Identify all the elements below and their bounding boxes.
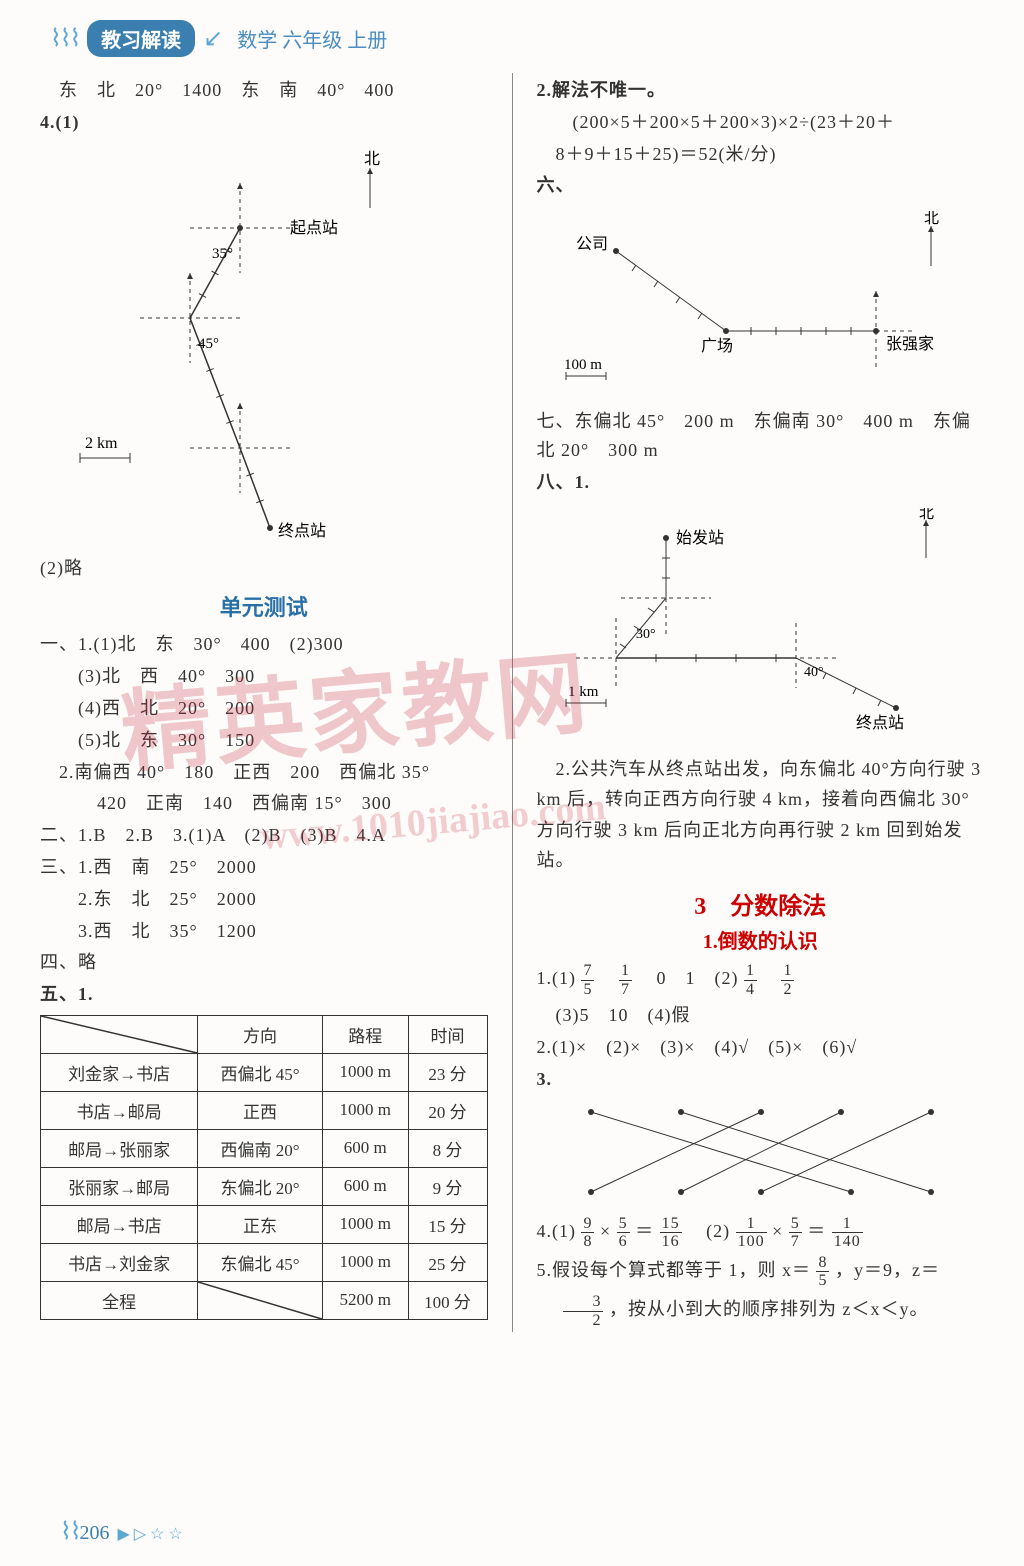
page-header: ⌇⌇⌇ 教习解读 ↙ 数学 六年级 上册: [40, 20, 984, 57]
table-cell: 1000 m: [322, 1205, 408, 1243]
left-column: 东 北 20° 1400 东 南 40° 400 4.(1) 北 起点站 终点站…: [40, 73, 488, 1332]
brand-badge: 教习解读: [87, 20, 195, 57]
route-diagram-8: 北 始发站 30° 40° 终点站 1 km: [536, 508, 956, 738]
table-cell: 23 分: [408, 1053, 487, 1091]
section-title: 1.倒数的认识: [536, 925, 984, 954]
svg-text:30°: 30°: [636, 627, 656, 642]
right-column: 2.解法不唯一。 (200×5＋200×5＋200×3)×2÷(23＋20＋ 8…: [536, 73, 984, 1332]
svg-text:起点站: 起点站: [290, 219, 338, 237]
table-cell: 全程: [41, 1281, 198, 1319]
table-cell: 1000 m: [322, 1091, 408, 1129]
answer-line: (2)略: [40, 554, 488, 583]
table-cell: [198, 1281, 323, 1319]
table-cell: 9 分: [408, 1167, 487, 1205]
table-cell: 5200 m: [322, 1281, 408, 1319]
page-number: ⌇⌇206▶ ▷ ☆ ☆: [60, 1517, 183, 1546]
answer-line: 2.南偏西 40° 180 正西 200 西偏北 35°: [40, 758, 488, 787]
table-cell: 15 分: [408, 1205, 487, 1243]
table-cell: 东偏北 45°: [198, 1243, 323, 1281]
table-header: [41, 1015, 198, 1053]
route-diagram-6: 北 公司 广场 张强家 100 m: [536, 211, 956, 391]
table-cell: 西偏南 20°: [198, 1129, 323, 1167]
answer-line: (3)5 10 (4)假: [536, 1001, 984, 1030]
answer-line: 4.(1) 98 × 56 ＝ 1516 (2) 1100 × 57 ＝ 114…: [536, 1215, 984, 1251]
table-cell: 600 m: [322, 1167, 408, 1205]
svg-text:张强家: 张强家: [886, 335, 934, 353]
question-label: 八、1.: [536, 468, 984, 497]
svg-text:北: 北: [919, 508, 934, 522]
wave-ornament: ↙: [203, 24, 221, 53]
svg-text:北: 北: [364, 150, 380, 168]
answer-line: 七、东偏北 45° 200 m 东偏南 30° 400 m 东偏北 20° 30…: [536, 407, 984, 465]
question-label: 五、1.: [40, 980, 488, 1009]
answer-line: 2.(1)× (2)× (3)× (4)√ (5)× (6)√: [536, 1033, 984, 1062]
answer-line: 32 ，按从小到大的顺序排列为 z＜x＜y。: [536, 1293, 984, 1329]
answer-line: 5.假设每个算式都等于 1，则 x＝ 85 ，y＝9，z＝: [536, 1254, 984, 1290]
equation-line: (200×5＋200×5＋200×3)×2÷(23＋20＋: [536, 108, 984, 137]
svg-text:终点站: 终点站: [278, 522, 326, 538]
table-cell: 600 m: [322, 1129, 408, 1167]
svg-text:2 km: 2 km: [85, 435, 118, 452]
svg-text:100 m: 100 m: [564, 357, 602, 373]
table-cell: 正西: [198, 1091, 323, 1129]
answer-line: 一、1.(1)北 东 30° 400 (2)300: [40, 630, 488, 659]
answer-line: 1.(1) 75 17 0 1 (2) 14 12: [536, 962, 984, 998]
table-cell: 100 分: [408, 1281, 487, 1319]
svg-text:公司: 公司: [576, 236, 608, 253]
answer-line: 四、略: [40, 948, 488, 977]
table-cell: 8 分: [408, 1129, 487, 1167]
equation-line: 8＋9＋15＋25)＝52(米/分): [536, 140, 984, 169]
table-header: 方向: [198, 1015, 323, 1053]
answer-line: (3)北 西 40° 300: [40, 662, 488, 691]
svg-text:35°: 35°: [212, 246, 233, 262]
table-cell: 刘金家→书店: [41, 1053, 198, 1091]
table-header: 时间: [408, 1015, 487, 1053]
answer-line: 2.解法不唯一。: [536, 76, 984, 105]
route-table: 方向路程时间刘金家→书店西偏北 45°1000 m23 分书店→邮局正西1000…: [40, 1015, 488, 1320]
table-cell: 东偏北 20°: [198, 1167, 323, 1205]
svg-text:40°: 40°: [804, 665, 824, 680]
table-cell: 1000 m: [322, 1053, 408, 1091]
table-cell: 20 分: [408, 1091, 487, 1129]
table-cell: 25 分: [408, 1243, 487, 1281]
table-cell: 邮局→张丽家: [41, 1129, 198, 1167]
table-header: 路程: [322, 1015, 408, 1053]
answer-line: 东 北 20° 1400 东 南 40° 400: [40, 76, 488, 105]
table-cell: 1000 m: [322, 1243, 408, 1281]
question-label: 3.: [536, 1065, 984, 1094]
book-title: 数学 六年级 上册: [237, 24, 387, 53]
wave-ornament: ⌇⌇⌇: [50, 24, 79, 53]
table-cell: 书店→刘金家: [41, 1243, 198, 1281]
svg-text:45°: 45°: [198, 336, 219, 352]
svg-text:终点站: 终点站: [856, 714, 904, 732]
table-cell: 邮局→书店: [41, 1205, 198, 1243]
answer-line: (5)北 东 30° 150: [40, 726, 488, 755]
svg-text:1 km: 1 km: [568, 684, 599, 700]
question-label: 4.(1): [40, 108, 488, 137]
answer-line: (4)西 北 20° 200: [40, 694, 488, 723]
route-diagram-1: 北 起点站 终点站 35° 45° 2 km: [40, 148, 420, 538]
column-divider: [512, 73, 513, 1332]
table-cell: 张丽家→邮局: [41, 1167, 198, 1205]
answer-line: 2.东 北 25° 2000: [40, 885, 488, 914]
table-cell: 书店→邮局: [41, 1091, 198, 1129]
chapter-title: 3 分数除法: [536, 886, 984, 921]
matching-diagram: [536, 1097, 956, 1207]
question-label: 六、: [536, 171, 984, 200]
table-cell: 西偏北 45°: [198, 1053, 323, 1091]
table-cell: 正东: [198, 1205, 323, 1243]
svg-text:北: 北: [924, 211, 939, 227]
section-title-unit-test: 单元测试: [40, 590, 488, 622]
svg-text:始发站: 始发站: [676, 529, 724, 547]
answer-line: 3.西 北 35° 1200: [40, 917, 488, 946]
svg-text:广场: 广场: [701, 337, 733, 355]
